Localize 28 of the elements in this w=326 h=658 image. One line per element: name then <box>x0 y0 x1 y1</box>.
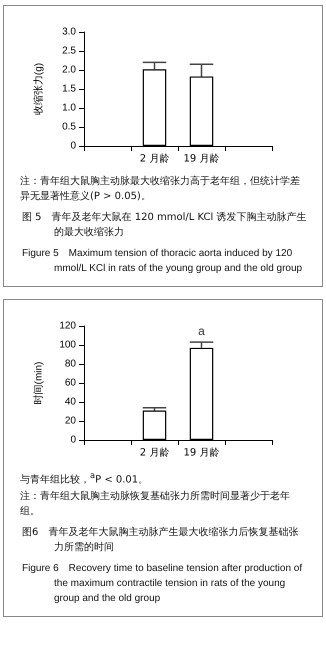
text: Figure 5 Maximum tension of thoracic aorta induced by 120 mmol/L KCl in rats of the young group and the old group <box>22 247 304 276</box>
text: 与青年组比较，$^{a}$P < 0.01。 <box>20 469 150 488</box>
text: Figure 6 Recovery time to baseline tension after production of the maximum contractile tension in rats of the young group and the old group <box>22 562 304 606</box>
y-tick-label: 2.5 <box>62 46 76 56</box>
y-tick-label: 0 <box>70 434 76 446</box>
text: 图 5 青年及老年大鼠在 120 mmol/L KCl 诱发下胸主动脉产生的最大收缩张力 <box>22 210 308 240</box>
y-tick-label: 60 <box>64 378 76 388</box>
x-tick-label: 2 月龄 <box>140 152 170 164</box>
y-tick-label: 40 <box>64 396 76 408</box>
y-tick-label: 1.5 <box>62 84 76 94</box>
y-tick-label: 3.0 <box>62 26 76 38</box>
x-tick-label: 19 月龄 <box>184 152 220 164</box>
text: 注：青年组大鼠胸主动脉恢复基础张力所需时间显著少于老年组。 <box>20 490 291 520</box>
y-tick-label: 0.5 <box>62 122 76 132</box>
y-axis-title: 收缩张力(g) <box>32 62 44 116</box>
y-tick-label: 80 <box>64 358 76 370</box>
text: 注：青年组大鼠胸主动脉最大收缩张力高于老年组，但统计学差异无显著性意义(P > 0.05)。 <box>20 174 301 204</box>
x-tick-label: 19 月龄 <box>184 446 220 458</box>
y-tick-label: 1.0 <box>62 102 76 114</box>
y-tick-label: 100 <box>59 340 76 350</box>
y-tick-label: 0 <box>70 140 76 152</box>
y-tick-label: 120 <box>59 320 76 332</box>
y-tick-label: 2.0 <box>62 64 76 76</box>
y-axis-title: 时间(min) <box>32 362 44 404</box>
annotation: a <box>198 324 206 338</box>
text: 图6 青年及老年大鼠胸主动脉产生最大收缩张力后恢复基础张力所需的时间 <box>22 526 300 556</box>
y-tick-label: 20 <box>64 416 76 426</box>
x-tick-label: 2 月龄 <box>140 446 170 458</box>
